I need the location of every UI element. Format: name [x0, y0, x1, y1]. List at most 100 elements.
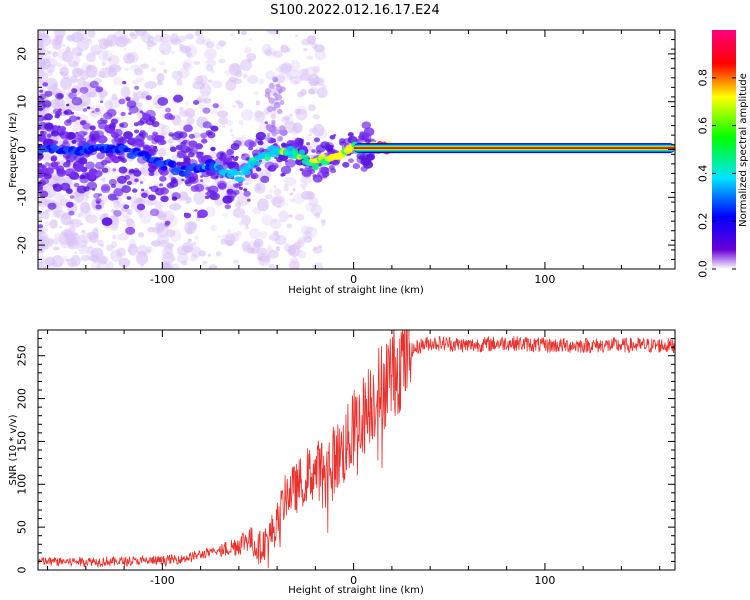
spectrogram-faint-cell: [236, 230, 242, 237]
spectrogram-faint-cell: [240, 30, 247, 36]
spectrogram-cell: [352, 163, 361, 170]
spectrogram-faint-cell: [207, 253, 212, 257]
spectrogram-faint-cell: [81, 104, 86, 107]
spectrogram-faint-cell: [171, 263, 180, 269]
colorbar-ticks: 0.0 0.2 0.4 0.6 0.8: [697, 69, 736, 278]
spectrogram-cell: [151, 165, 157, 170]
spectrogram-faint-cell: [115, 43, 119, 46]
spectrogram-faint-cell: [157, 123, 166, 130]
spectrogram-cell: [70, 111, 75, 115]
spectrogram-faint-cell: [274, 235, 287, 246]
spectrogram-faint-cell: [185, 33, 195, 40]
spectrogram-cell: [108, 124, 116, 130]
spectrogram-faint-cell: [313, 44, 325, 53]
spectrogram-faint-cell: [265, 194, 273, 200]
spectrogram-faint-cell: [288, 244, 300, 258]
spectrogram-cell: [74, 154, 85, 163]
spectrogram-faint-cell: [116, 203, 120, 206]
spectrogram-faint-cell: [154, 222, 159, 226]
spectrogram-faint-cell: [246, 52, 257, 62]
spectrogram-faint-cell: [156, 72, 165, 83]
spectrogram-faint-cell: [158, 212, 167, 220]
spectrogram-faint-cell: [165, 261, 170, 267]
spectrogram-y-tick-label: 10: [16, 95, 29, 109]
spectrogram-faint-cell: [299, 183, 308, 189]
spectrogram-cell: [57, 169, 66, 176]
spectrogram-cell: [128, 168, 135, 174]
spectrogram-faint-cell: [102, 50, 113, 62]
spectrogram-cell: [73, 174, 80, 180]
spectrogram-faint-cell: [198, 250, 207, 257]
spectrogram-cell: [188, 140, 198, 148]
snr-plot-area: [38, 330, 675, 570]
spectrogram-faint-cell: [302, 230, 313, 240]
spectrogram-faint-cell: [292, 188, 296, 192]
spectrogram-cell: [196, 214, 202, 219]
spectrogram-cell: [164, 112, 173, 120]
spectrogram-faint-cell: [265, 111, 270, 115]
spectrogram-cell: [125, 96, 131, 101]
spectrogram-cell: [135, 139, 145, 147]
spectrogram-faint-cell: [66, 34, 75, 42]
spectrogram-cell: [95, 198, 102, 204]
spectrogram-faint-cell: [135, 30, 147, 37]
spectrogram-cell: [157, 97, 169, 106]
spectrogram-ridge-cell: [170, 160, 177, 169]
spectrogram-cell: [348, 136, 352, 140]
spectrogram-cell: [80, 119, 87, 125]
spectrogram-cell: [79, 86, 89, 94]
spectrogram-faint-cell: [308, 133, 313, 137]
spectrogram-faint-cell: [144, 81, 157, 90]
spectrogram-faint-cell: [282, 115, 291, 121]
spectrogram-faint-cell: [300, 88, 307, 96]
spectrogram-cell: [64, 109, 73, 116]
spectrogram-cell: [268, 126, 274, 132]
snr-x-tick-label: 0: [350, 574, 357, 587]
spectrogram-cell: [107, 193, 117, 201]
spectrogram-faint-cell: [290, 256, 299, 264]
spectrogram-faint-cell: [254, 109, 263, 119]
spectrogram-faint-cell: [297, 239, 305, 248]
spectrogram-faint-cell: [294, 81, 299, 84]
spectrogram-cell: [311, 149, 316, 153]
spectrogram-faint-cell: [82, 197, 88, 201]
spectrogram-faint-cell: [272, 203, 276, 206]
spectrogram-cell: [90, 136, 96, 141]
spectrogram-faint-cell: [312, 114, 321, 120]
spectrogram-faint-cell: [99, 73, 105, 79]
spectrogram-faint-cell: [156, 223, 165, 233]
spectrogram-y-tick-label: 20: [16, 47, 29, 61]
spectrogram-cell: [221, 164, 228, 170]
spectrogram-faint-cell: [46, 58, 58, 68]
spectrogram-cell: [278, 136, 284, 141]
spectrogram-faint-cell: [62, 255, 68, 262]
spectrogram-cell: [118, 152, 125, 158]
spectrogram-ridge-cell: [230, 170, 241, 176]
spectrogram-faint-cell: [210, 224, 217, 232]
spectrogram-faint-cell: [289, 59, 301, 72]
spectrogram-faint-cell: [96, 239, 104, 247]
spectrogram-faint-cell: [108, 96, 121, 109]
spectrogram-faint-cell: [191, 241, 197, 246]
spectrogram-cell: [279, 100, 285, 106]
spectrogram-cell: [128, 137, 137, 144]
spectrogram-faint-cell: [242, 134, 246, 139]
spectrogram-faint-cell: [63, 228, 75, 241]
spectrogram-cell: [267, 96, 271, 100]
spectrogram-cell: [95, 204, 102, 210]
spectrogram-cell: [38, 126, 42, 130]
spectrogram-faint-cell: [158, 61, 165, 66]
spectrogram-cell: [180, 145, 191, 154]
spectrogram-faint-cell: [184, 201, 190, 205]
spectrogram-cell: [59, 125, 67, 132]
spectrogram-faint-cell: [58, 232, 71, 245]
spectrogram-faint-cell: [283, 121, 297, 133]
spectrogram-faint-cell: [312, 262, 324, 269]
spectrogram-faint-cell: [51, 38, 62, 50]
spectrogram-cell: [157, 139, 165, 146]
colorbar-tick-label: 0.2: [697, 212, 710, 230]
spectrogram-band-layer: [353, 147, 675, 149]
spectrogram-cell: [200, 132, 208, 139]
spectrogram-faint-cell: [284, 202, 289, 206]
spectrogram-faint-cell: [272, 50, 283, 58]
